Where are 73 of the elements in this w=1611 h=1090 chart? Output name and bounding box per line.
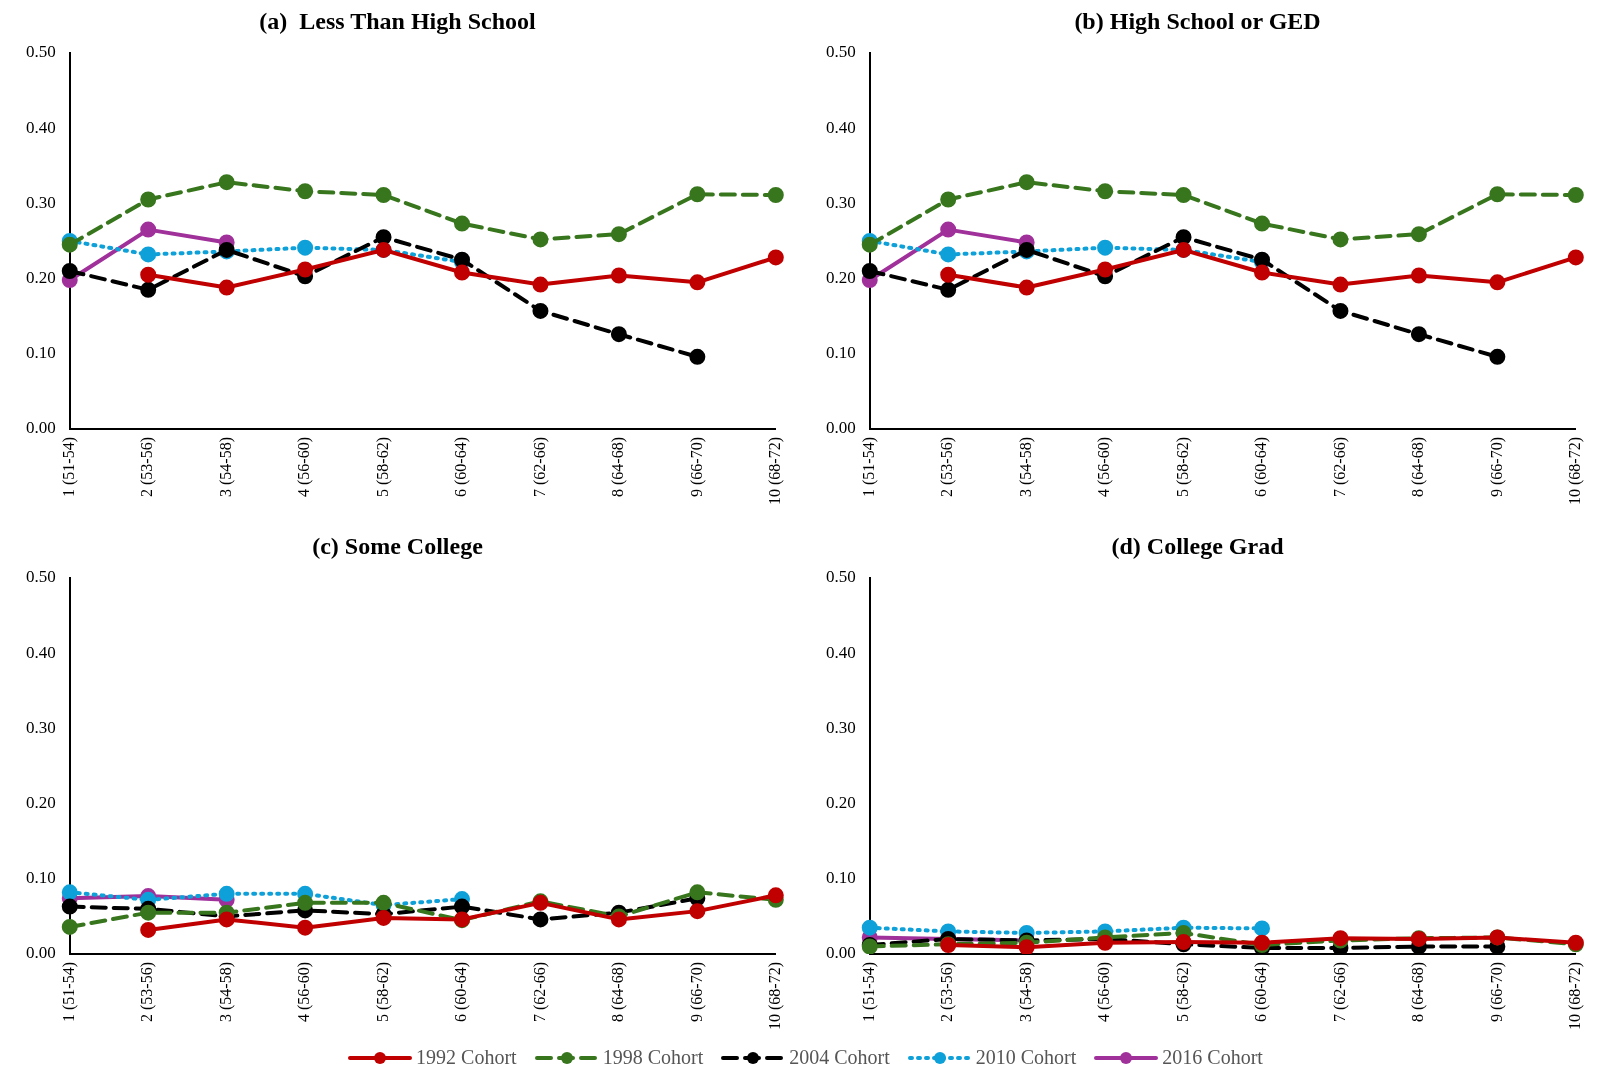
x-tick-label: 5 (58-62) [373, 437, 392, 497]
x-tick-label: 2 (53-56) [938, 962, 957, 1022]
y-tick-label: 0.20 [826, 793, 856, 812]
x-tick-label: 7 (62-66) [530, 962, 549, 1022]
x-tick-label: 9 (66-70) [1487, 962, 1506, 1022]
x-tick-label: 1 (51-54) [59, 962, 78, 1022]
y-tick-label: 0.30 [826, 717, 856, 737]
legend-label: 1992 Cohort [416, 1046, 517, 1069]
x-tick-label: 1 (51-54) [59, 437, 78, 497]
chart-title: (c) Some College [312, 532, 484, 559]
x-tick-label: 4 (56-60) [295, 962, 314, 1022]
x-tick-label: 2 (53-56) [138, 437, 157, 497]
y-tick-label: 0.50 [26, 567, 56, 587]
x-tick-label: 8 (64-68) [609, 962, 628, 1022]
x-tick-label: 1 (51-54) [859, 962, 878, 1022]
y-tick-label: 0.30 [26, 717, 56, 737]
y-tick-label: 0.00 [826, 418, 856, 438]
x-tick-label: 3 (54-58) [216, 962, 235, 1022]
x-tick-label: 8 (64-68) [609, 437, 628, 497]
y-tick-label: 0.50 [26, 42, 56, 62]
y-tick-label: 0.20 [26, 268, 56, 287]
x-tick-label: 2 (53-56) [938, 437, 957, 497]
x-tick-label: 4 (56-60) [1095, 437, 1114, 497]
x-tick-label: 5 (58-62) [1173, 962, 1192, 1022]
chart-title: (d) College Grad [1111, 532, 1285, 559]
y-tick-label: 0.00 [26, 943, 56, 963]
x-tick-label: 3 (54-58) [1016, 962, 1035, 1022]
y-tick-label: 0.20 [826, 268, 856, 287]
y-tick-label: 0.40 [26, 117, 56, 137]
y-tick-label: 0.30 [826, 192, 856, 212]
y-tick-label: 0.10 [826, 868, 856, 888]
x-tick-label: 3 (54-58) [216, 437, 235, 497]
x-tick-label: 1 (51-54) [859, 437, 878, 497]
y-tick-label: 0.10 [26, 868, 56, 888]
x-tick-label: 6 (60-64) [1252, 437, 1271, 497]
x-tick-label: 10 (68-72) [766, 437, 784, 505]
legend-label: 2016 Cohort [1162, 1046, 1263, 1069]
y-tick-label: 0.40 [826, 117, 856, 137]
y-tick-label: 0.00 [826, 943, 856, 963]
y-tick-label: 0.40 [826, 642, 856, 662]
x-tick-label: 8 (64-68) [1409, 962, 1428, 1022]
x-tick-label: 5 (58-62) [373, 962, 392, 1022]
x-tick-label: 4 (56-60) [1095, 962, 1114, 1022]
x-tick-label: 7 (62-66) [1330, 437, 1349, 497]
x-tick-label: 10 (68-72) [1566, 437, 1584, 505]
x-tick-label: 2 (53-56) [138, 962, 157, 1022]
x-tick-label: 10 (68-72) [766, 962, 784, 1030]
x-tick-label: 6 (60-64) [452, 962, 471, 1022]
x-tick-label: 10 (68-72) [1566, 962, 1584, 1030]
y-tick-label: 0.40 [26, 642, 56, 662]
x-tick-label: 8 (64-68) [1409, 437, 1428, 497]
chart-title: (b) High School or GED [1074, 7, 1321, 34]
y-tick-label: 0.50 [826, 567, 856, 587]
x-tick-label: 7 (62-66) [1330, 962, 1349, 1022]
x-tick-label: 9 (66-70) [687, 437, 706, 497]
x-tick-label: 6 (60-64) [1252, 962, 1271, 1022]
x-tick-label: 3 (54-58) [1016, 437, 1035, 497]
legend-label: 2004 Cohort [789, 1046, 890, 1069]
chart-title: (a) Less Than High School [259, 7, 536, 34]
y-tick-label: 0.10 [26, 343, 56, 363]
legend-label: 2010 Cohort [975, 1046, 1077, 1069]
y-tick-label: 0.20 [26, 793, 56, 812]
x-tick-label: 4 (56-60) [295, 437, 314, 497]
x-tick-label: 6 (60-64) [452, 437, 471, 497]
x-tick-label: 9 (66-70) [1487, 437, 1506, 497]
x-tick-label: 7 (62-66) [530, 437, 549, 497]
y-tick-label: 0.50 [826, 42, 856, 62]
x-tick-label: 5 (58-62) [1173, 437, 1192, 497]
y-tick-label: 0.30 [26, 192, 56, 212]
y-tick-label: 0.10 [826, 343, 856, 363]
legend-label: 1998 Cohort [602, 1046, 704, 1069]
y-tick-label: 0.00 [26, 418, 56, 438]
x-tick-label: 9 (66-70) [687, 962, 706, 1022]
